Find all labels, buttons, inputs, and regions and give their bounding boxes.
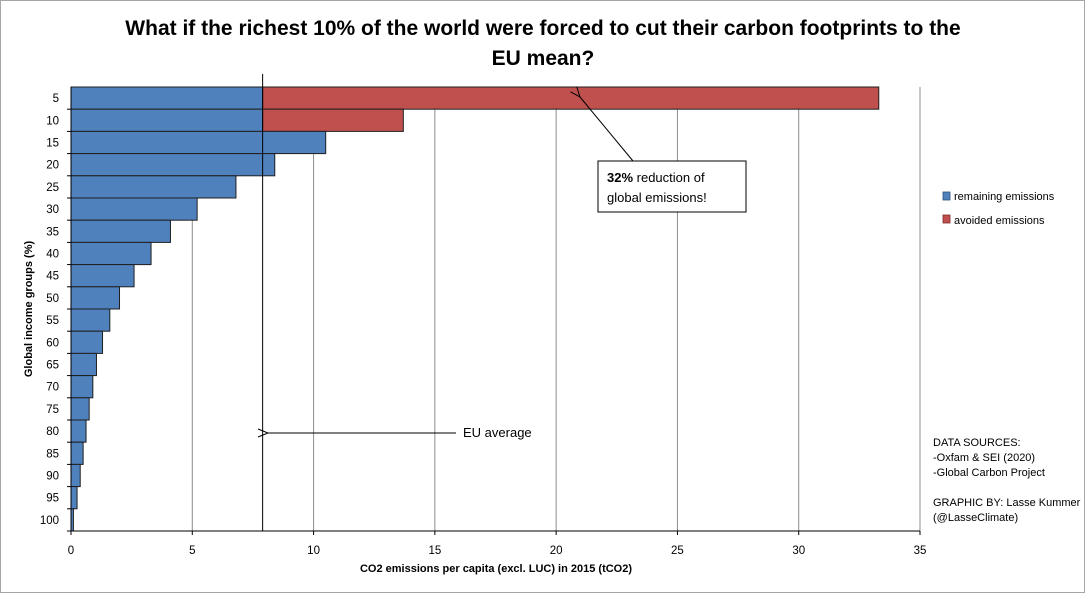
bar-remaining-40 [70,241,152,266]
bar-remaining-50 [70,286,121,310]
x-tick-label-25: 25 [671,545,684,557]
callout-box [597,160,747,213]
y-tick-label-25: 25 [46,182,59,194]
y-tick-label-30: 30 [46,204,59,216]
sources-line-1: DATA SOURCES: [933,437,1021,449]
credit-line-1: GRAPHIC BY: Lasse Kummer [933,497,1081,509]
y-tick-label-10: 10 [46,115,59,127]
bar-avoided-5 [262,86,880,110]
legend-label-remaining: remaining emissions [954,191,1055,203]
callout-line-1: 32% reduction of [607,170,705,185]
y-tick-label-80: 80 [46,426,59,438]
x-tick-label-15: 15 [428,545,441,557]
x-tick-labels: 0 5 10 15 20 25 30 35 [68,545,927,557]
chart-title-line-2: EU mean? [492,47,595,70]
bar-remaining-35 [70,219,171,243]
callout-arrow [580,97,634,162]
y-tick-label-70: 70 [46,382,59,394]
y-tick-label-20: 20 [46,160,59,172]
bar-remaining-80 [70,419,87,443]
y-tick-label-5: 5 [53,93,59,105]
callout-bold: 32% [607,170,633,185]
y-axis-title: Global income groups (%) [23,241,35,378]
bar-remaining-20 [70,153,276,177]
bar-remaining-10 [70,108,264,132]
bar-remaining-30 [70,197,198,221]
y-tick-label-50: 50 [46,293,59,305]
chart-title-line-1: What if the richest 10% of the world wer… [125,17,960,40]
y-tick-label-45: 45 [46,271,59,283]
x-tick-label-10: 10 [307,545,320,557]
y-tick-label-85: 85 [46,448,59,460]
bar-remaining-25 [70,175,237,199]
bar-remaining-45 [70,264,135,288]
y-tick-label-65: 65 [46,360,59,372]
axes [67,87,921,535]
y-tick-label-100: 100 [40,515,59,527]
bar-remaining-65 [70,352,97,377]
x-tick-label-35: 35 [914,545,927,557]
legend-swatch-remaining [942,191,951,201]
y-tick-label-60: 60 [46,337,59,349]
y-tick-label-90: 90 [46,471,59,483]
y-tick-label-75: 75 [46,404,59,416]
bar-remaining-90 [70,463,81,488]
legend-label-avoided: avoided emissions [954,215,1045,227]
y-tick-label-35: 35 [46,226,59,238]
x-tick-label-30: 30 [792,545,805,557]
y-tick-label-15: 15 [46,138,59,150]
x-axis-title: CO2 emissions per capita (excl. LUC) in … [360,563,632,575]
sources-line-3: -Global Carbon Project [933,467,1045,479]
bar-remaining-60 [70,330,104,354]
bar-remaining-95 [70,486,78,510]
eu-average-label: EU average [463,425,532,440]
callout-line-2: global emissions! [607,190,707,205]
bar-remaining-70 [70,375,94,399]
x-tick-label-20: 20 [550,545,563,557]
legend: remaining emissions avoided emissions [942,191,1055,227]
bar-remaining-75 [70,397,90,421]
callout-line-1-rest: reduction of [633,170,705,185]
legend-swatch-avoided [942,214,951,224]
bar-remaining-15 [70,130,327,155]
bar-remaining-85 [70,441,84,465]
data-sources: DATA SOURCES: -Oxfam & SEI (2020) -Globa… [933,437,1081,524]
credit-line-2: (@LasseClimate) [933,512,1018,524]
y-tick-label-55: 55 [46,315,59,327]
x-tick-label-5: 5 [189,545,195,557]
sources-line-2: -Oxfam & SEI (2020) [933,452,1035,464]
y-tick-labels: 5 10 15 20 25 30 35 40 45 50 55 60 65 70 75 80 85 90 95 100 [40,93,59,527]
bar-remaining-55 [70,308,111,332]
y-tick-label-95: 95 [46,493,59,505]
bar-avoided-10 [262,108,404,132]
x-tick-label-0: 0 [68,545,74,557]
bar-remaining-5 [70,86,264,110]
y-tick-label-40: 40 [46,249,59,261]
